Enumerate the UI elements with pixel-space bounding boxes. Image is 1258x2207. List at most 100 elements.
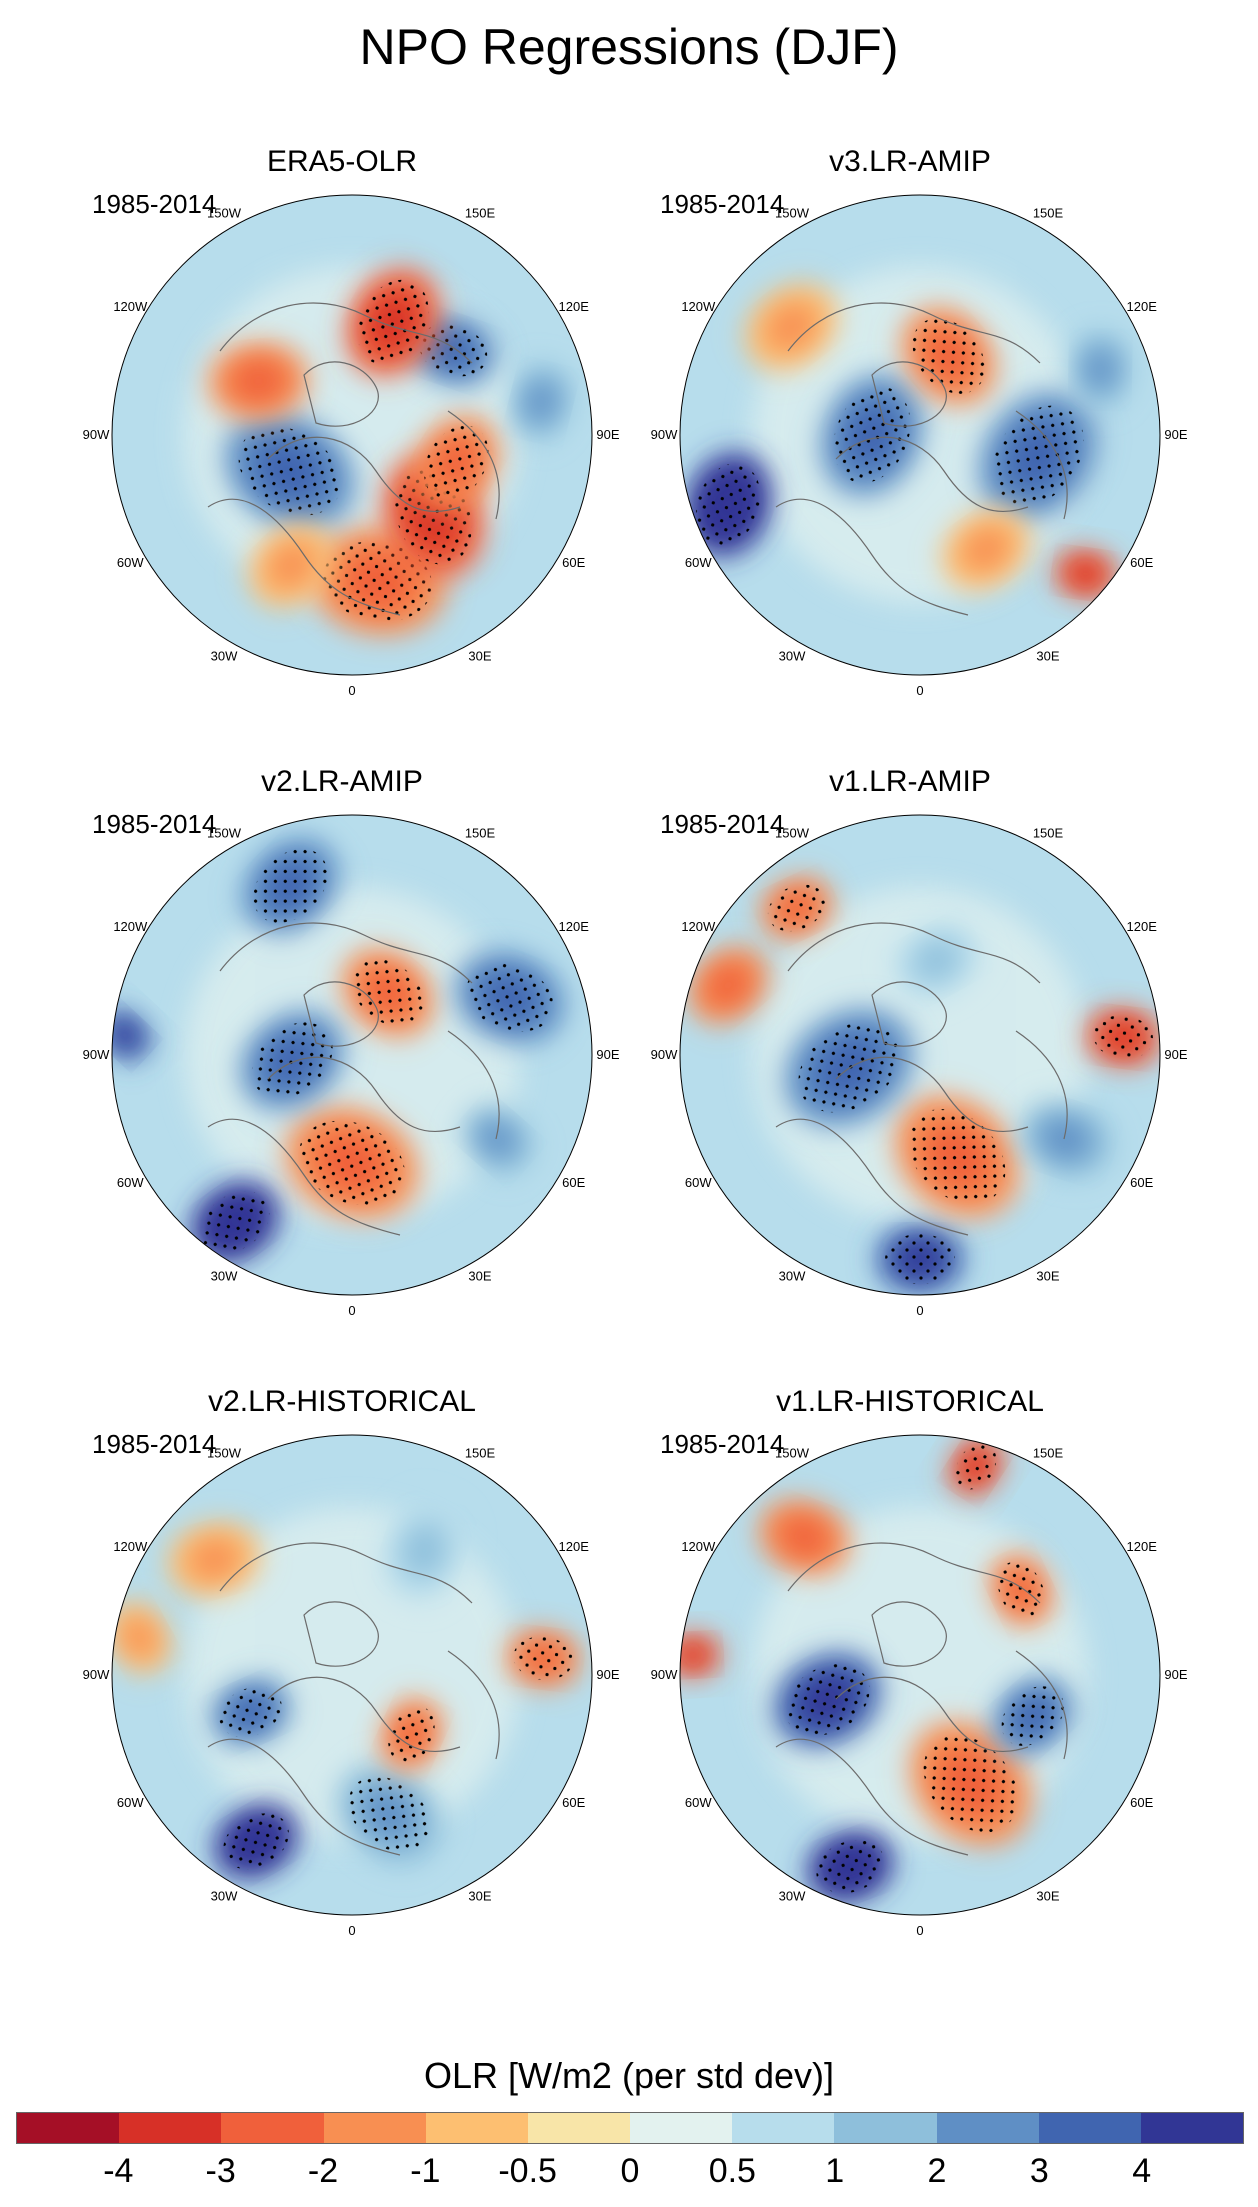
- longitude-label: 30E: [1036, 1269, 1059, 1284]
- longitude-label: 150E: [465, 1445, 496, 1460]
- map-border: [111, 194, 593, 676]
- longitude-label: 120E: [559, 1539, 590, 1554]
- colorbar-label: 1: [825, 2152, 845, 2190]
- longitude-label: 0: [916, 1923, 923, 1938]
- significance-stippling: [767, 884, 826, 932]
- longitude-label: 120E: [1127, 1539, 1158, 1554]
- significance-stippling: [238, 426, 341, 516]
- longitude-label: 0: [916, 683, 923, 698]
- map-panel-era5: ERA5-OLR 1985-2014 180 150E 120E 90E 60E 30E 0…: [62, 145, 622, 705]
- coastline: [219, 302, 473, 364]
- longitude-label: 60E: [562, 1175, 585, 1190]
- panel-title: v2.LR-HISTORICAL: [208, 1385, 476, 1418]
- coastline: [775, 1738, 969, 1856]
- coastline: [447, 1030, 500, 1140]
- longitude-label: 60E: [562, 1795, 585, 1810]
- longitude-label: 30E: [468, 649, 491, 664]
- colorbar-segment: [527, 2113, 631, 2143]
- longitude-label: 0: [916, 1303, 923, 1318]
- significance-stippling: [784, 1664, 870, 1736]
- colorbar-label: 2: [927, 2152, 947, 2190]
- longitude-label: 90E: [1164, 1667, 1187, 1682]
- longitude-label: 30E: [1036, 1889, 1059, 1904]
- significance-stippling: [419, 323, 488, 377]
- coastline: [1015, 1650, 1068, 1760]
- significance-stippling: [323, 541, 433, 622]
- longitude-label: 150W: [775, 205, 810, 220]
- significance-stippling: [885, 1233, 955, 1285]
- significance-stippling: [348, 1776, 430, 1852]
- coastline: [787, 1542, 1041, 1604]
- map-background-inner: [184, 887, 520, 1223]
- anomaly-core: [1084, 348, 1117, 390]
- panel-period: 1985-2014: [92, 809, 217, 839]
- coastline: [447, 410, 500, 520]
- map-border: [679, 814, 1161, 1296]
- panel-period: 1985-2014: [92, 189, 217, 219]
- map-border: [679, 194, 1161, 676]
- longitude-label: 60E: [1130, 555, 1153, 570]
- longitude-label: 180: [909, 1425, 931, 1426]
- colorbar-label: -4: [103, 2152, 134, 2190]
- longitude-label: 60W: [685, 1175, 712, 1190]
- anomaly-core: [766, 303, 817, 351]
- map-panel-v1-amip: v1.LR-AMIP 1985-2014 180 150E 120E 90E 60E 30…: [630, 765, 1190, 1325]
- longitude-label: 90W: [651, 427, 678, 442]
- longitude-label: 120E: [1127, 299, 1158, 314]
- coastline: [1015, 1030, 1068, 1140]
- longitude-label: 150W: [207, 1445, 242, 1460]
- colorbar-segment: [323, 2113, 426, 2143]
- longitude-label: 180: [341, 805, 363, 806]
- coastline: [447, 1650, 500, 1760]
- coastline: [787, 302, 1041, 364]
- coastline: [207, 1118, 401, 1236]
- coastline: [267, 1056, 461, 1133]
- panel-title: ERA5-OLR: [266, 145, 418, 178]
- panel-period: 1985-2014: [660, 1429, 785, 1459]
- longitude-label: 30W: [779, 649, 806, 664]
- map-panel-v2-amip: v2.LR-AMIP 1985-2014 180 150E 120E 90E 60E 30…: [62, 765, 622, 1325]
- colorbar-labels: -4 -3 -2 -1 -0.5 0 0.5 1 2 3 4: [16, 2152, 1244, 2192]
- polar-map: 180 150E 120E 90E 60E 30E 0 30W 60W 90W 120W 150W: [651, 805, 1188, 1318]
- coastline: [267, 436, 461, 513]
- colorbar-label: -0.5: [498, 2152, 557, 2190]
- longitude-label: 60W: [685, 1795, 712, 1810]
- polar-map: 180 150E 120E 90E 60E 30E 0 30W 60W 90W 120W 150W: [651, 185, 1188, 698]
- panel-title: v1.LR-AMIP: [829, 765, 991, 798]
- coastline: [871, 1601, 947, 1667]
- coastline: [303, 1601, 379, 1667]
- longitude-label: 30E: [468, 1889, 491, 1904]
- anomaly-core: [112, 1021, 139, 1049]
- longitude-label: 120W: [681, 919, 716, 934]
- colorbar-segment: [425, 2113, 528, 2143]
- polar-map: 180 150E 120E 90E 60E 30E 0 30W 60W 90W 120W 150W: [83, 1425, 620, 1938]
- longitude-label: 0: [348, 683, 355, 698]
- colorbar-segment: [936, 2113, 1039, 2143]
- anomaly-core: [1068, 560, 1103, 588]
- longitude-label: 120W: [113, 299, 148, 314]
- panel-period: 1985-2014: [660, 809, 785, 839]
- longitude-label: 180: [909, 805, 931, 806]
- longitude-label: 90E: [596, 1047, 619, 1062]
- colorbar-segment: [17, 2113, 120, 2143]
- colorbar-label: -3: [205, 2152, 236, 2190]
- colorbar-segment: [630, 2113, 733, 2143]
- significance-stippling: [816, 1840, 885, 1894]
- significance-stippling: [955, 1443, 997, 1490]
- longitude-label: 180: [341, 185, 363, 186]
- panel-period: 1985-2014: [660, 189, 785, 219]
- map-border: [111, 1434, 593, 1916]
- longitude-label: 90E: [596, 427, 619, 442]
- coastline: [1015, 410, 1068, 520]
- anomaly-core: [524, 381, 558, 423]
- longitude-label: 120W: [681, 299, 716, 314]
- colorbar-segment: [732, 2113, 835, 2143]
- panel-title: v1.LR-HISTORICAL: [776, 1385, 1044, 1418]
- longitude-label: 180: [341, 1425, 363, 1426]
- longitude-label: 30W: [211, 649, 238, 664]
- longitude-label: 150W: [775, 825, 810, 840]
- anomaly-core: [779, 1516, 830, 1558]
- longitude-label: 150E: [465, 825, 496, 840]
- significance-stippling: [253, 848, 328, 923]
- anomaly-core: [680, 1643, 709, 1668]
